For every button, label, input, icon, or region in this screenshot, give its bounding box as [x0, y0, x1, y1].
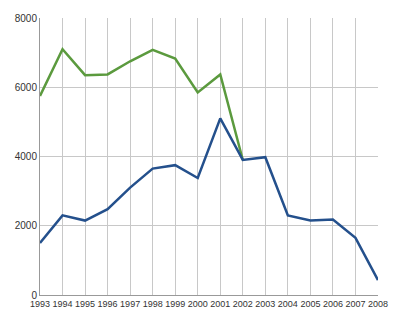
svg-text:4000: 4000: [15, 151, 38, 162]
svg-text:1995: 1995: [75, 299, 95, 309]
svg-text:2001: 2001: [210, 299, 230, 309]
svg-text:1993: 1993: [30, 299, 50, 309]
svg-text:8000: 8000: [15, 13, 38, 24]
svg-text:0: 0: [31, 290, 37, 301]
svg-text:2000: 2000: [15, 220, 38, 231]
svg-text:2000: 2000: [188, 299, 208, 309]
svg-text:1999: 1999: [165, 299, 185, 309]
svg-text:1997: 1997: [120, 299, 140, 309]
svg-text:1996: 1996: [98, 299, 118, 309]
svg-text:6000: 6000: [15, 82, 38, 93]
svg-text:2006: 2006: [323, 299, 343, 309]
svg-text:2002: 2002: [233, 299, 253, 309]
svg-text:1994: 1994: [53, 299, 73, 309]
svg-text:2005: 2005: [300, 299, 320, 309]
svg-text:2007: 2007: [345, 299, 365, 309]
svg-text:1998: 1998: [143, 299, 163, 309]
svg-text:2008: 2008: [368, 299, 388, 309]
svg-text:2004: 2004: [278, 299, 298, 309]
svg-text:2003: 2003: [255, 299, 275, 309]
